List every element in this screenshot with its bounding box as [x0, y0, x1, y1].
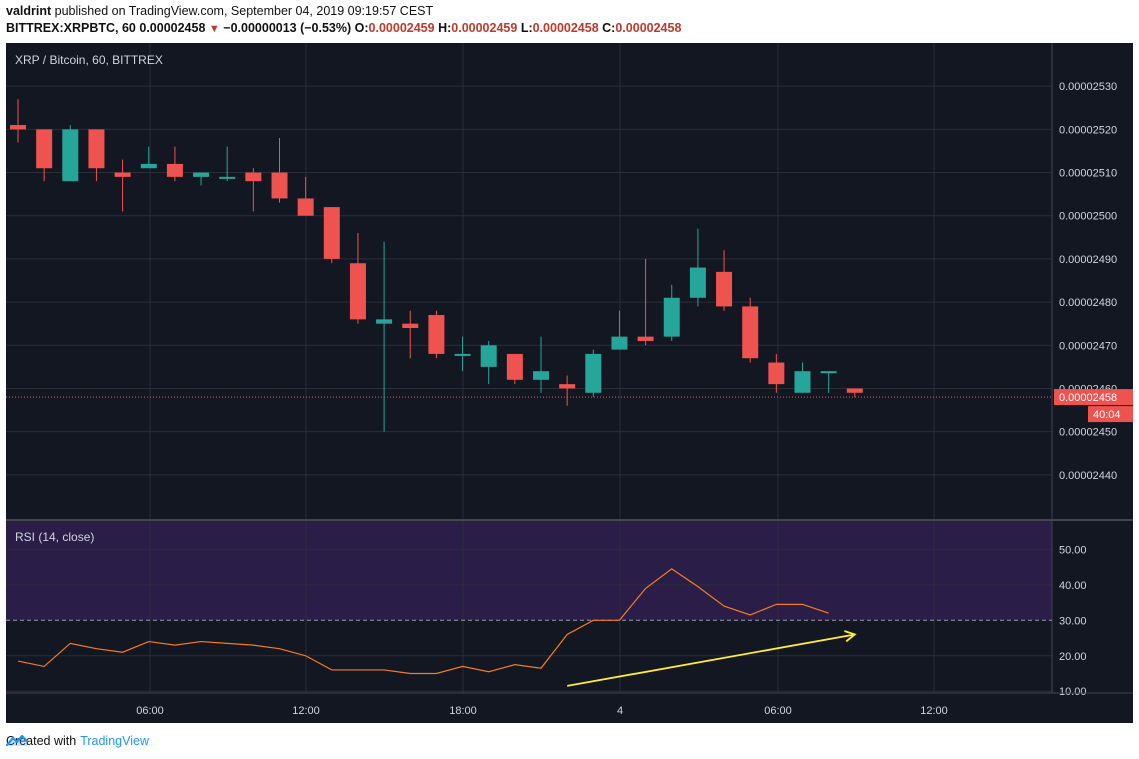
close-label: C:	[602, 21, 616, 35]
candle-body	[611, 336, 628, 350]
candle-body	[585, 353, 602, 393]
low-value: 0.00002458	[532, 21, 599, 35]
chart-title: XRP / Bitcoin, 60, BITTREX	[15, 53, 163, 67]
candle-body	[454, 353, 471, 356]
author-name[interactable]: valdrint	[6, 4, 52, 18]
candle-body	[663, 297, 680, 337]
close-value: 0.00002458	[615, 21, 682, 35]
time-tick-label: 06:00	[136, 705, 164, 717]
rsi-title: RSI (14, close)	[15, 530, 94, 544]
chart-canvas[interactable]: 0.00002530 0.00002520 0.00002510 0.00002500…	[6, 43, 1133, 723]
time-tick-label: 12:00	[292, 705, 320, 717]
candle-body	[245, 172, 262, 182]
ohlc-header: BITTREX:XRPBTC, 60 0.00002458 ▼ −0.00000…	[6, 21, 681, 35]
price-tick-label: 0.00002530	[1059, 81, 1117, 93]
candle-body	[689, 267, 706, 298]
price-tick-label: 0.00002440	[1059, 470, 1117, 482]
candle-body	[402, 323, 419, 328]
price-value: 0.00002458	[139, 21, 206, 35]
rsi-tick-label: 40.00	[1059, 580, 1087, 592]
candle-body	[768, 362, 785, 385]
rsi-band	[6, 521, 1052, 621]
candle-body	[193, 172, 210, 177]
candle-body	[742, 306, 759, 359]
price-tick-label: 0.00002490	[1059, 254, 1117, 266]
rsi-tick-label: 30.00	[1059, 615, 1087, 627]
candle-body	[140, 163, 157, 169]
last-price-tag	[1054, 389, 1133, 406]
rsi-tick-label: 10.00	[1059, 686, 1087, 698]
candle-body	[428, 315, 445, 354]
price-tick-label: 0.00002510	[1059, 168, 1117, 180]
down-triangle-icon: ▼	[208, 23, 220, 35]
chart-area[interactable]: 0.00002530 0.00002520 0.00002510 0.00002500…	[6, 43, 1133, 723]
rsi-tick-label: 20.00	[1059, 651, 1087, 663]
candle-body	[559, 384, 576, 389]
time-tick-label: 06:00	[764, 705, 792, 717]
candle-body	[297, 198, 314, 216]
price-tick-label: 0.00002480	[1059, 297, 1117, 309]
footer: Created with TradingView	[6, 734, 149, 748]
last-price-label: 0.00002458	[1059, 392, 1117, 404]
high-value: 0.00002459	[451, 21, 518, 35]
candle-body	[114, 172, 131, 177]
chart-background	[6, 43, 1133, 723]
price-tick-label: 0.00002450	[1059, 427, 1117, 439]
candle-body	[637, 336, 654, 341]
candle-body	[88, 129, 105, 169]
tradingview-brand[interactable]: TradingView	[80, 734, 149, 748]
rsi-tick-label: 50.00	[1059, 544, 1087, 556]
change-value: −0.00000013 (−0.53%)	[223, 21, 352, 35]
price-tick-label: 0.00002500	[1059, 211, 1117, 223]
candle-body	[533, 371, 549, 380]
candle-body	[506, 353, 523, 380]
publish-info: valdrint published on TradingView.com, S…	[6, 4, 433, 18]
countdown-tag	[1088, 406, 1133, 423]
published-text: published on TradingView.com, September …	[54, 4, 434, 18]
candle-body	[794, 371, 811, 393]
time-tick-label: 4	[617, 705, 623, 717]
candle-body	[271, 172, 288, 199]
low-label: L:	[520, 21, 533, 35]
candle-body	[716, 271, 733, 307]
candle-body	[62, 129, 79, 182]
candle-body	[166, 163, 183, 177]
candle-body	[480, 345, 497, 367]
candle-body	[846, 388, 863, 393]
candle-body	[376, 319, 393, 324]
high-label: H:	[438, 21, 452, 35]
open-value: 0.00002459	[368, 21, 435, 35]
candle-body	[323, 207, 340, 259]
candle-body	[36, 129, 53, 169]
time-tick-label: 12:00	[920, 705, 948, 717]
trend-arrow-head	[844, 630, 857, 643]
open-label: O:	[354, 21, 369, 35]
symbol-label: BITTREX:XRPBTC, 60	[6, 21, 136, 35]
candle-body	[349, 263, 366, 320]
countdown-label: 40:04	[1093, 409, 1121, 421]
price-tick-label: 0.00002520	[1059, 124, 1117, 136]
trend-arrow-line	[566, 633, 855, 687]
time-tick-label: 18:00	[449, 705, 477, 717]
candle-body	[10, 125, 26, 130]
price-tick-label: 0.00002470	[1059, 340, 1117, 352]
rsi-line	[17, 568, 829, 675]
tradingview-logo-icon	[6, 734, 28, 747]
candle-body	[820, 371, 837, 374]
candle-body	[219, 176, 236, 179]
